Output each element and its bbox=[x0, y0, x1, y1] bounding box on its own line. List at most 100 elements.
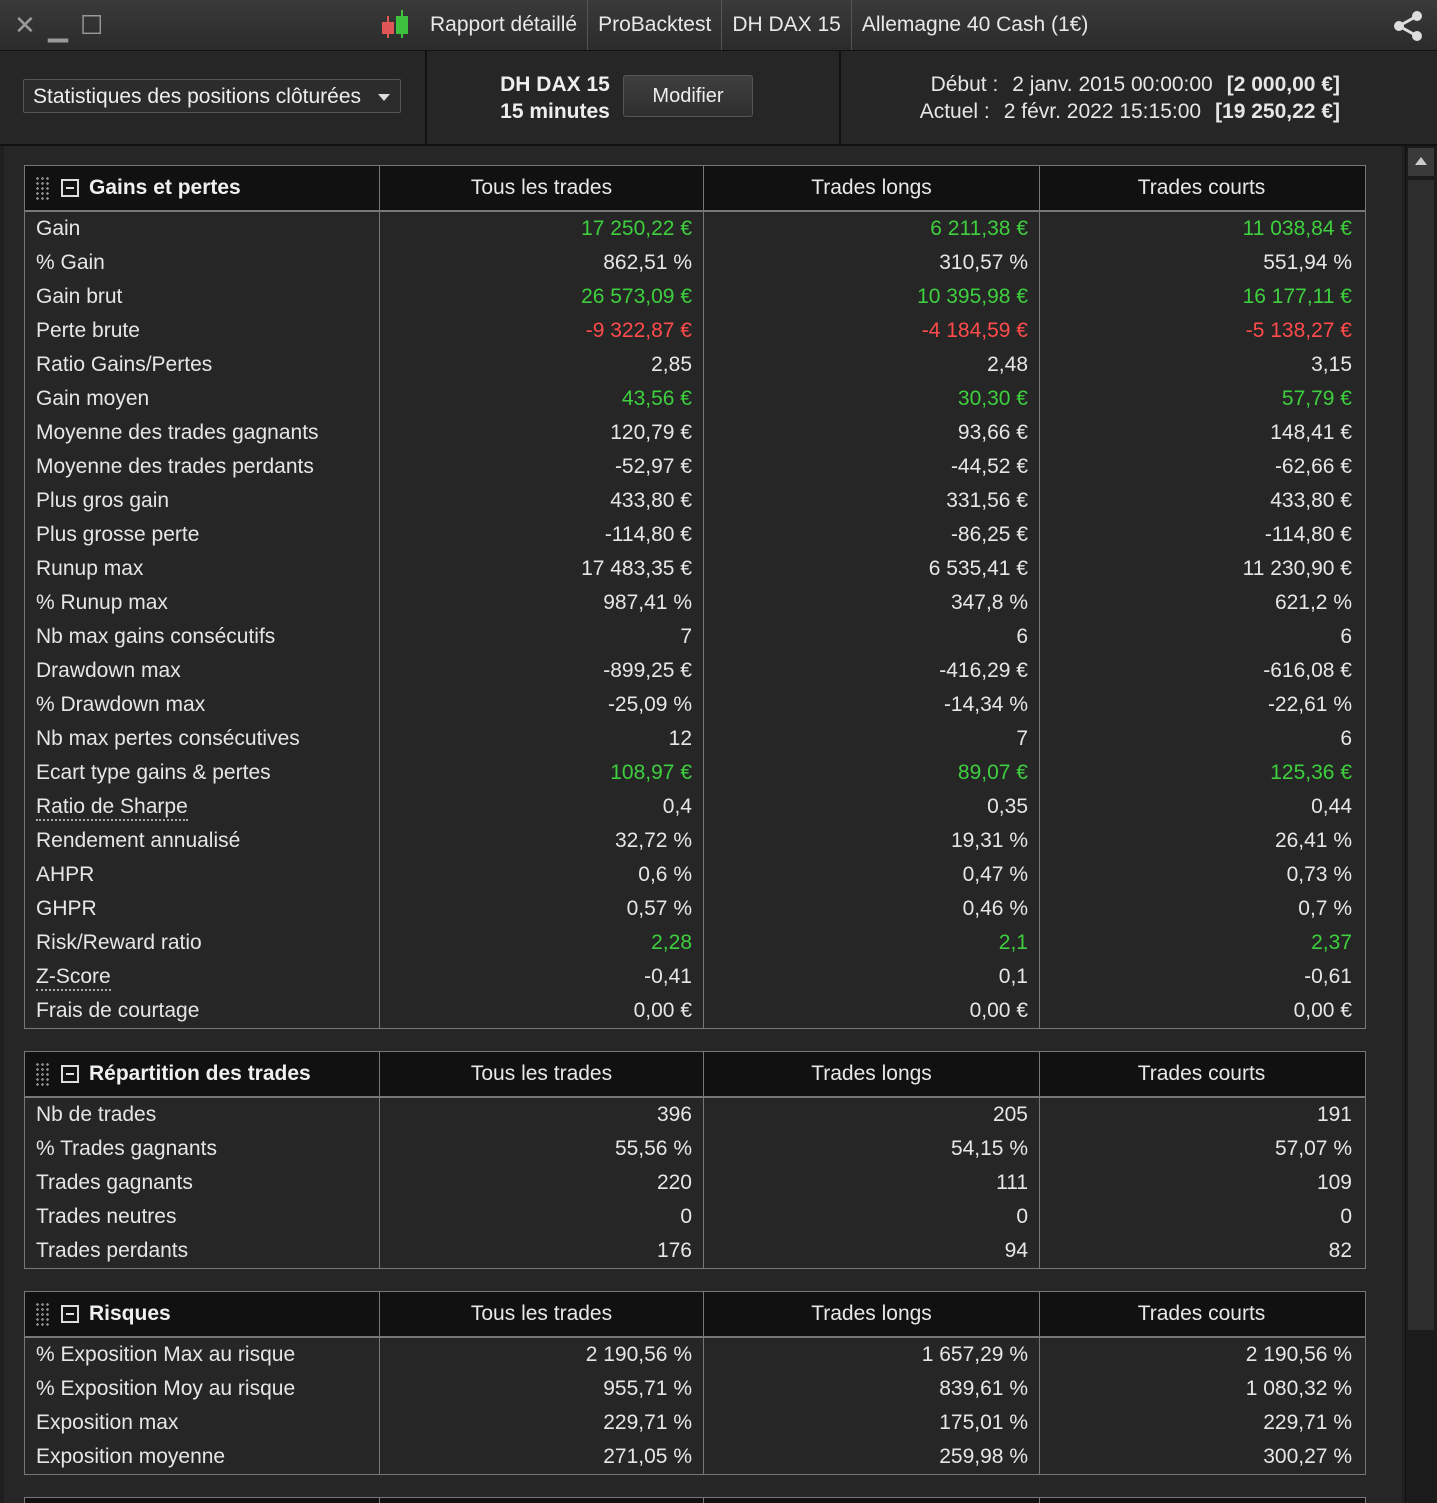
maximize-icon[interactable]: ☐ bbox=[80, 10, 104, 40]
row-label-cell: Plus gros gain bbox=[25, 484, 380, 518]
value-cell: 125,36 € bbox=[1270, 761, 1352, 784]
row-label: Gain moyen bbox=[36, 387, 150, 410]
section-header: Risques Tous les trades Trades longs Trades… bbox=[25, 1292, 1365, 1338]
scroll-up-button[interactable] bbox=[1408, 148, 1434, 176]
row-label: Trades neutres bbox=[36, 1205, 177, 1228]
value-cell: 26 573,09 € bbox=[380, 280, 704, 314]
value-cell: 0,46 % bbox=[704, 892, 1040, 926]
row-label-cell: % Drawdown max bbox=[25, 688, 380, 722]
section-title-cell: Risques bbox=[25, 1292, 380, 1336]
row-label: % Exposition Moy au risque bbox=[36, 1377, 296, 1400]
value-cell: 6 bbox=[1340, 727, 1352, 750]
collapse-icon[interactable] bbox=[61, 179, 79, 197]
tab-instrument[interactable]: Allemagne 40 Cash (1€) bbox=[861, 13, 1089, 36]
tab-detailed-report[interactable]: Rapport détaillé bbox=[420, 0, 589, 50]
current-date: 2 févr. 2022 15:15:00 bbox=[1003, 100, 1202, 123]
modify-button[interactable]: Modifier bbox=[623, 75, 753, 117]
value-cell: 300,27 % bbox=[1263, 1445, 1352, 1468]
tab-probacktest[interactable]: ProBacktest bbox=[588, 0, 723, 50]
value-cell: 862,51 % bbox=[380, 246, 704, 280]
table-row: Trades neutres 0 0 0 bbox=[25, 1200, 1365, 1234]
value-cell: 433,80 € bbox=[1270, 489, 1352, 512]
table-row: % Trades gagnants 55,56 % 54,15 % 57,07 % bbox=[25, 1132, 1365, 1166]
section-rows: % Exposition Max au risque 2 190,56 % 1 65… bbox=[25, 1338, 1365, 1474]
row-label-cell: Frais de courtage bbox=[25, 994, 380, 1028]
row-label-cell: % Runup max bbox=[25, 586, 380, 620]
value-cell: 229,71 % bbox=[1263, 1411, 1352, 1434]
row-label: % Trades gagnants bbox=[36, 1137, 217, 1160]
section-rows: Gain 17 250,22 €6 211,38 € 11 038,84 € % Ga… bbox=[25, 212, 1365, 1028]
value-cell: 89,07 € bbox=[704, 756, 1040, 790]
metric-help-link[interactable]: Ratio de Sharpe bbox=[36, 795, 188, 821]
row-label-cell: Drawdown max bbox=[25, 654, 380, 688]
value-cell: 0,47 % bbox=[704, 858, 1040, 892]
share-icon[interactable] bbox=[1391, 10, 1427, 42]
close-icon[interactable]: ✕ bbox=[14, 10, 36, 40]
table-row: Gain brut 26 573,09 €10 395,98 € 16 177,11… bbox=[25, 280, 1365, 314]
scrollbar-thumb[interactable] bbox=[1408, 180, 1434, 1330]
value-cell: 26,41 % bbox=[1274, 829, 1352, 852]
drag-handle-icon[interactable] bbox=[35, 1062, 51, 1086]
value-cell: 1 657,29 % bbox=[704, 1338, 1040, 1372]
drag-handle-icon[interactable] bbox=[35, 176, 51, 200]
view-select[interactable]: Statistiques des positions clôturées bbox=[23, 79, 401, 113]
column-header[interactable]: Trades longs bbox=[704, 1292, 1040, 1336]
table-row: Ratio Gains/Pertes 2,85 2,48 3,15 bbox=[25, 348, 1365, 382]
row-label: Ecart type gains & pertes bbox=[36, 761, 271, 784]
table-row: Plus grosse perte -114,80 € -86,25 € -114,8… bbox=[25, 518, 1365, 552]
table-row: Ratio de Sharpe 0,4 0,35 0,44 bbox=[25, 790, 1365, 824]
table-row: Drawdown max -899,25 € -416,29 € -616,08 € bbox=[25, 654, 1365, 688]
table-row: % Gain 862,51 % 310,57 % 551,94 % bbox=[25, 246, 1365, 280]
row-label: % Exposition Max au risque bbox=[36, 1343, 296, 1366]
row-label: Frais de courtage bbox=[36, 999, 200, 1022]
value-cell: 2,48 bbox=[704, 348, 1040, 382]
collapse-icon[interactable] bbox=[61, 1065, 79, 1083]
row-label-cell: Trades neutres bbox=[25, 1200, 380, 1234]
value-cell: -86,25 € bbox=[704, 518, 1040, 552]
value-cell: 32,72 % bbox=[380, 824, 704, 858]
row-label-cell: Moyenne des trades perdants bbox=[25, 450, 380, 484]
column-header[interactable]: Tous les trades bbox=[380, 1292, 704, 1336]
column-header[interactable]: Trades courts bbox=[1137, 1062, 1266, 1085]
value-cell: -44,52 € bbox=[704, 450, 1040, 484]
row-label: Rendement annualisé bbox=[36, 829, 241, 852]
system-name: DH DAX 15 bbox=[500, 73, 610, 96]
metric-help-link[interactable]: Z-Score bbox=[36, 965, 111, 991]
column-header[interactable]: Trades longs bbox=[704, 1052, 1040, 1096]
collapse-icon[interactable] bbox=[61, 1305, 79, 1323]
value-cell: -9 322,87 € bbox=[380, 314, 704, 348]
column-header[interactable]: Tous les trades bbox=[380, 166, 704, 210]
row-label-cell: Gain bbox=[25, 212, 380, 246]
column-header[interactable]: Trades longs bbox=[704, 166, 1040, 210]
value-cell: 396 bbox=[380, 1098, 704, 1132]
value-cell: 0,44 bbox=[1311, 795, 1352, 818]
table-row: Gain 17 250,22 €6 211,38 € 11 038,84 € bbox=[25, 212, 1365, 246]
vertical-scrollbar[interactable] bbox=[1405, 146, 1436, 1503]
minimize-icon[interactable]: ▁ bbox=[48, 12, 68, 42]
backtest-period: Début : 2 janv. 2015 00:00:00 [2 000,00 … bbox=[880, 71, 1340, 125]
value-cell: 55,56 % bbox=[380, 1132, 704, 1166]
row-label-cell: Runup max bbox=[25, 552, 380, 586]
row-label-cell: Nb max gains consécutifs bbox=[25, 620, 380, 654]
column-header[interactable]: Trades courts bbox=[1137, 176, 1266, 199]
row-label: GHPR bbox=[36, 897, 97, 920]
value-cell: 7 bbox=[380, 620, 704, 654]
row-label-cell: % Exposition Moy au risque bbox=[25, 1372, 380, 1406]
row-label-cell: Gain brut bbox=[25, 280, 380, 314]
section-title-cell: Gains et pertes bbox=[25, 166, 380, 210]
value-cell: 0,00 € bbox=[704, 994, 1040, 1028]
section-header bbox=[25, 1498, 1365, 1503]
value-cell: 19,31 % bbox=[704, 824, 1040, 858]
candlestick-icon bbox=[382, 10, 408, 38]
value-cell: -114,80 € bbox=[380, 518, 704, 552]
column-header[interactable]: Tous les trades bbox=[380, 1052, 704, 1096]
value-cell: 0,6 % bbox=[380, 858, 704, 892]
value-cell: 108,97 € bbox=[380, 756, 704, 790]
drag-handle-icon[interactable] bbox=[35, 1302, 51, 1326]
tab-system[interactable]: DH DAX 15 bbox=[722, 0, 852, 50]
value-cell: 43,56 € bbox=[380, 382, 704, 416]
value-cell: 11 230,90 € bbox=[1242, 557, 1352, 580]
value-cell: 259,98 % bbox=[704, 1440, 1040, 1474]
column-header[interactable]: Trades courts bbox=[1137, 1302, 1266, 1325]
report-toolbar: Statistiques des positions clôturées DH … bbox=[0, 51, 1437, 146]
